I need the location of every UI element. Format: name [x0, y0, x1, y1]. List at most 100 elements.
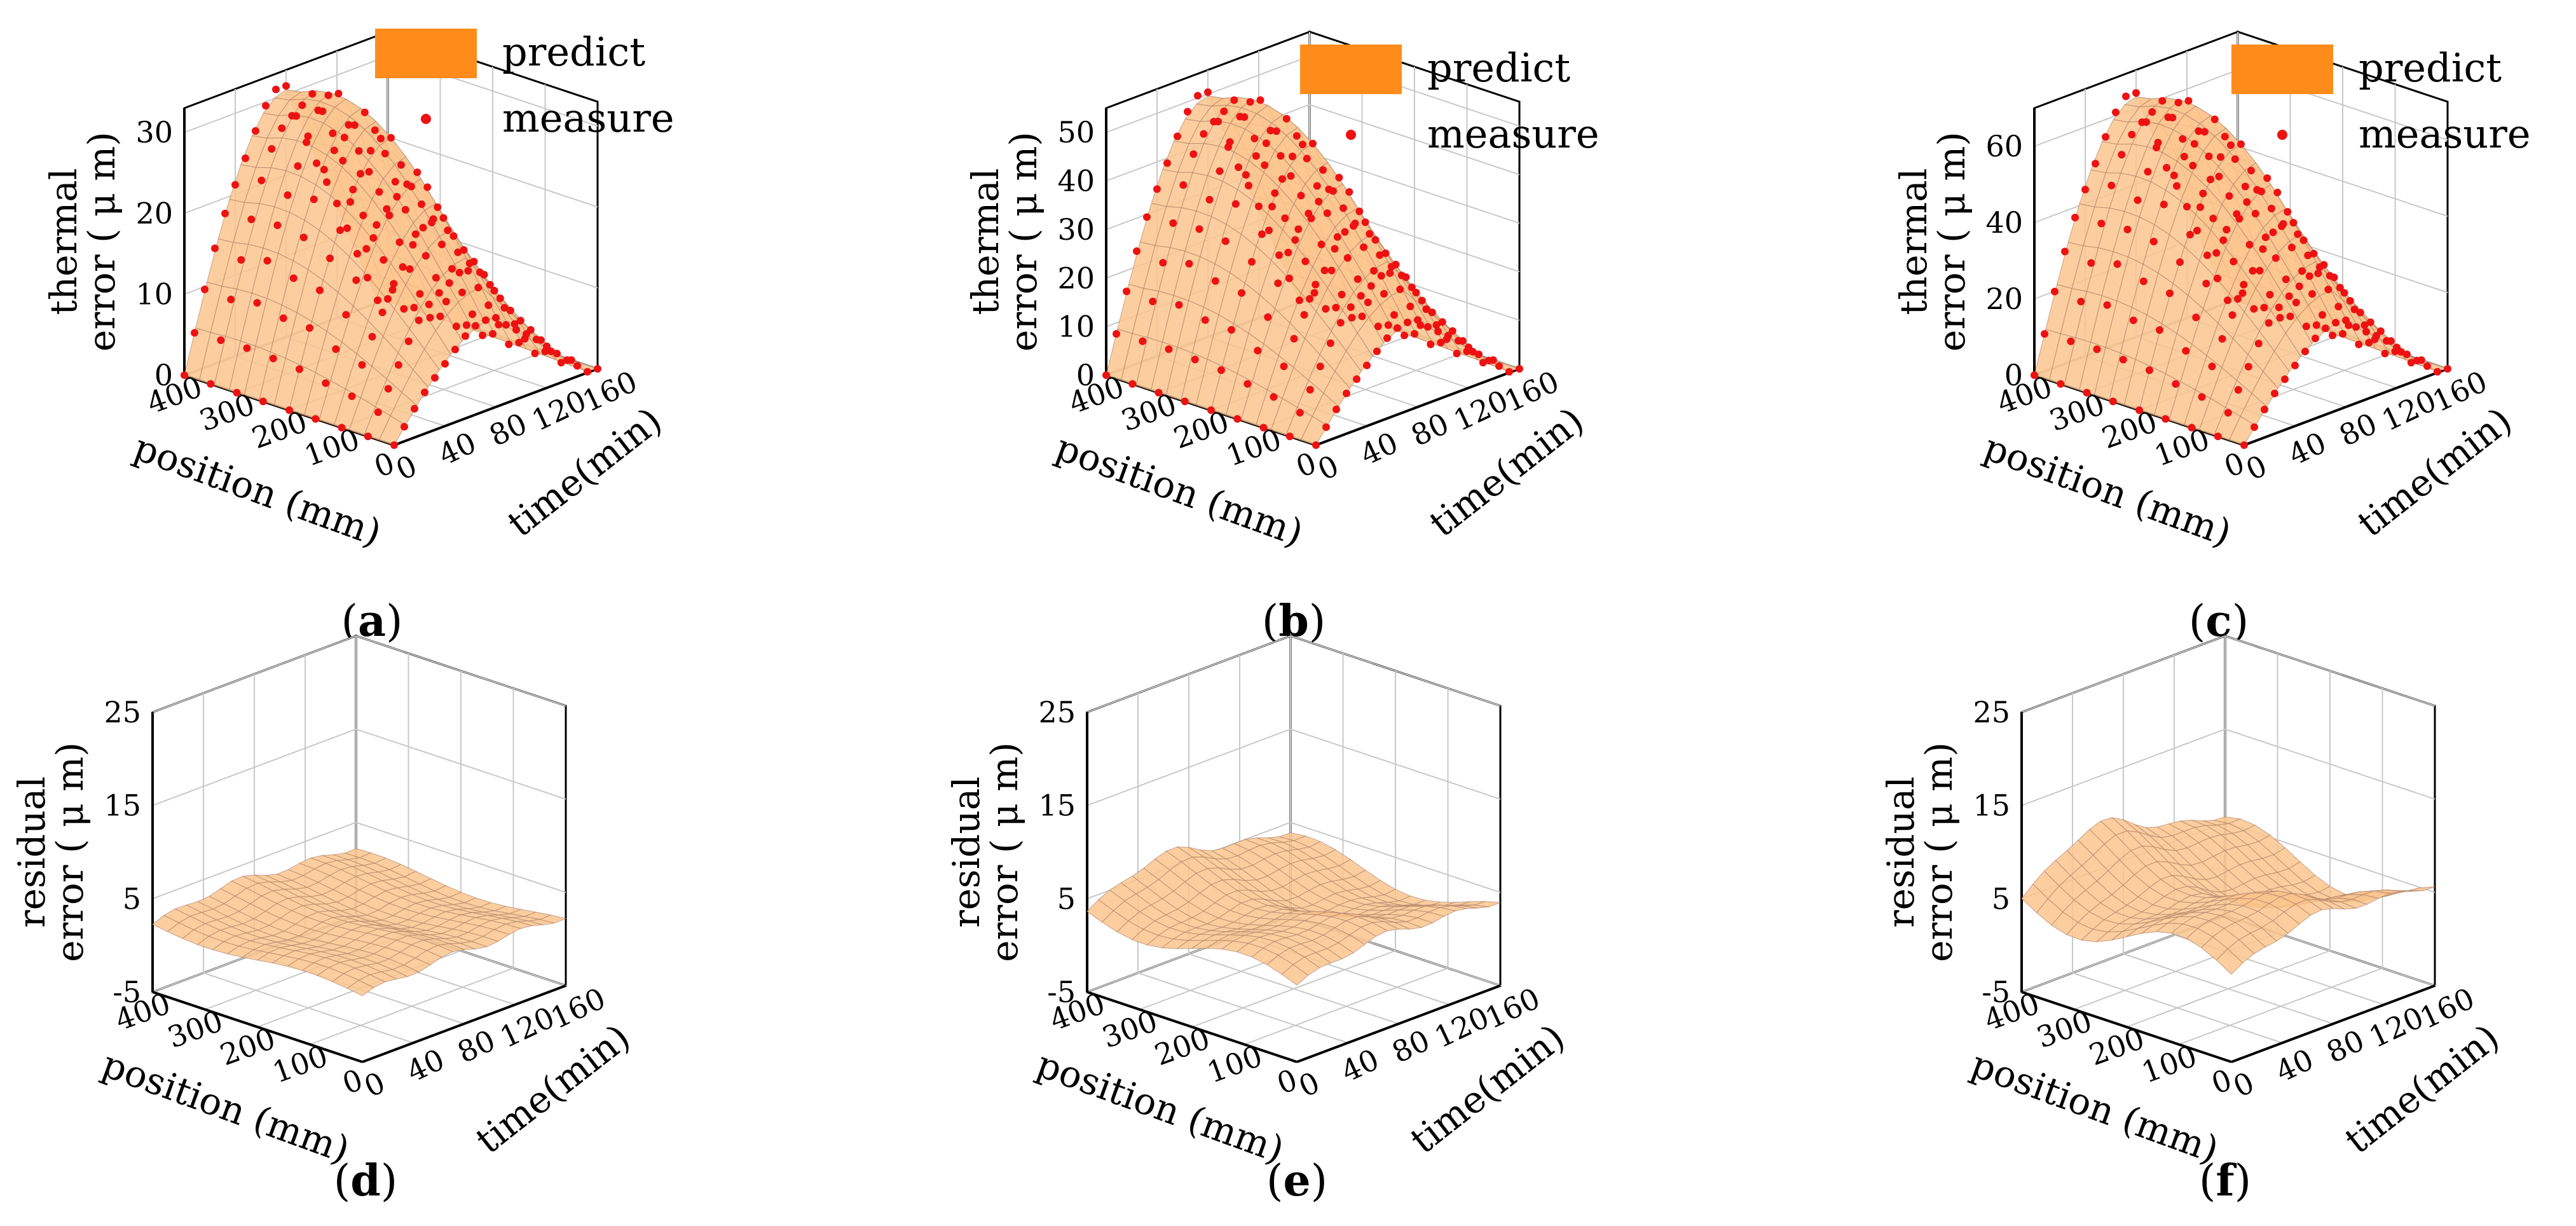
z-tick-label: 15 — [104, 789, 141, 823]
measure-point — [2193, 226, 2201, 235]
y-tick-label: 0 — [2228, 1065, 2259, 1104]
z-tick-label: 5 — [1992, 881, 2010, 916]
measure-point — [479, 331, 486, 340]
measure-point — [1396, 286, 1404, 293]
measure-point — [1300, 311, 1308, 319]
measure-point — [2234, 386, 2242, 394]
measure-point — [2184, 97, 2193, 105]
gridline — [152, 728, 357, 806]
y-tick-label: 40 — [2283, 425, 2331, 472]
measure-point — [460, 246, 468, 254]
legend-swatch-predict — [2231, 45, 2333, 94]
measure-point — [294, 162, 302, 170]
measure-point — [333, 200, 341, 207]
measure-point — [2376, 327, 2385, 335]
measure-point — [474, 284, 483, 292]
measure-point — [2397, 348, 2405, 356]
measure-point — [326, 254, 334, 263]
measure-point — [2302, 322, 2310, 331]
measure-point — [490, 287, 498, 294]
measure-point — [312, 415, 320, 423]
measure-point — [1231, 200, 1240, 208]
legend-label-predict: predict — [1427, 45, 1570, 91]
measure-point — [421, 252, 430, 260]
measure-point — [2212, 249, 2221, 257]
measure-point — [2208, 362, 2216, 371]
measure-point — [2202, 279, 2210, 287]
measure-point — [1154, 389, 1163, 397]
y-axis-line — [2231, 984, 2436, 1063]
legend-label-predict: predict — [502, 29, 645, 75]
measure-point — [2362, 327, 2370, 336]
measure-point — [2269, 228, 2277, 237]
measure-point — [2314, 269, 2322, 277]
legend-label-measure: measure — [2359, 111, 2531, 157]
measure-point — [419, 224, 427, 231]
measure-point — [1194, 92, 1202, 100]
measure-point — [1128, 380, 1137, 388]
measure-point — [2219, 236, 2228, 244]
measure-point — [1333, 405, 1340, 413]
measure-point — [1322, 305, 1330, 313]
measure-point — [470, 258, 478, 266]
measure-point — [1313, 182, 1321, 190]
x-tick-label: 100 — [300, 422, 364, 473]
measure-point — [2259, 245, 2267, 253]
measure-point — [428, 218, 435, 226]
x-axis-line — [1086, 991, 1298, 1063]
z-tick-label: 40 — [1057, 164, 1095, 198]
y-tick-label: 80 — [1387, 1023, 1435, 1070]
z-axis-title: residual — [945, 776, 988, 928]
z-tick-label: -5 — [1982, 975, 2010, 1009]
measure-point — [2129, 316, 2137, 324]
measure-point — [1255, 202, 1263, 210]
gridline — [355, 728, 566, 800]
measure-point — [355, 147, 363, 155]
measure-point — [1312, 441, 1320, 449]
measure-point — [2251, 209, 2259, 217]
measure-point — [1139, 337, 1147, 345]
measure-point — [394, 361, 402, 369]
z-axis-title: error ( μ m) — [983, 742, 1026, 962]
measure-point — [411, 404, 418, 413]
measure-point — [1113, 330, 1120, 338]
measure-point — [1248, 258, 1256, 266]
measure-point — [2149, 237, 2158, 245]
measure-point — [1271, 189, 1279, 197]
measure-point — [2257, 188, 2265, 196]
legend-marker-measure — [421, 114, 431, 124]
measure-point — [455, 268, 463, 277]
surface-patch — [2216, 948, 2244, 975]
measure-point — [1339, 204, 1347, 212]
measure-point — [1424, 323, 1432, 331]
measure-point — [1317, 240, 1326, 249]
measure-point — [369, 234, 378, 242]
measure-point — [2256, 266, 2264, 275]
measure-point — [308, 90, 317, 98]
measure-point — [2188, 424, 2196, 432]
y-tick-label: 0 — [2241, 448, 2272, 487]
y-axis-title: time(min) — [2350, 399, 2520, 545]
measure-point — [2221, 132, 2229, 141]
measure-point — [2260, 303, 2268, 312]
measure-point — [334, 90, 343, 98]
measure-point — [268, 145, 276, 153]
measure-point — [1191, 355, 1199, 364]
measure-point — [2228, 311, 2237, 319]
panel-caption: (b) — [1262, 596, 1326, 647]
measure-point — [2189, 162, 2197, 170]
measure-point — [2203, 251, 2211, 259]
measure-point — [2238, 289, 2247, 297]
legend-label-measure: measure — [502, 95, 675, 141]
measure-point — [296, 365, 303, 373]
measure-point — [2190, 140, 2198, 148]
measure-point — [2153, 144, 2160, 151]
measure-point — [502, 320, 510, 329]
measure-point — [1353, 375, 1360, 383]
measure-point — [285, 406, 293, 414]
measure-point — [1258, 230, 1266, 238]
y-tick-label: 40 — [2270, 1042, 2319, 1089]
gridline — [1290, 822, 1501, 893]
measure-point — [1285, 274, 1293, 282]
